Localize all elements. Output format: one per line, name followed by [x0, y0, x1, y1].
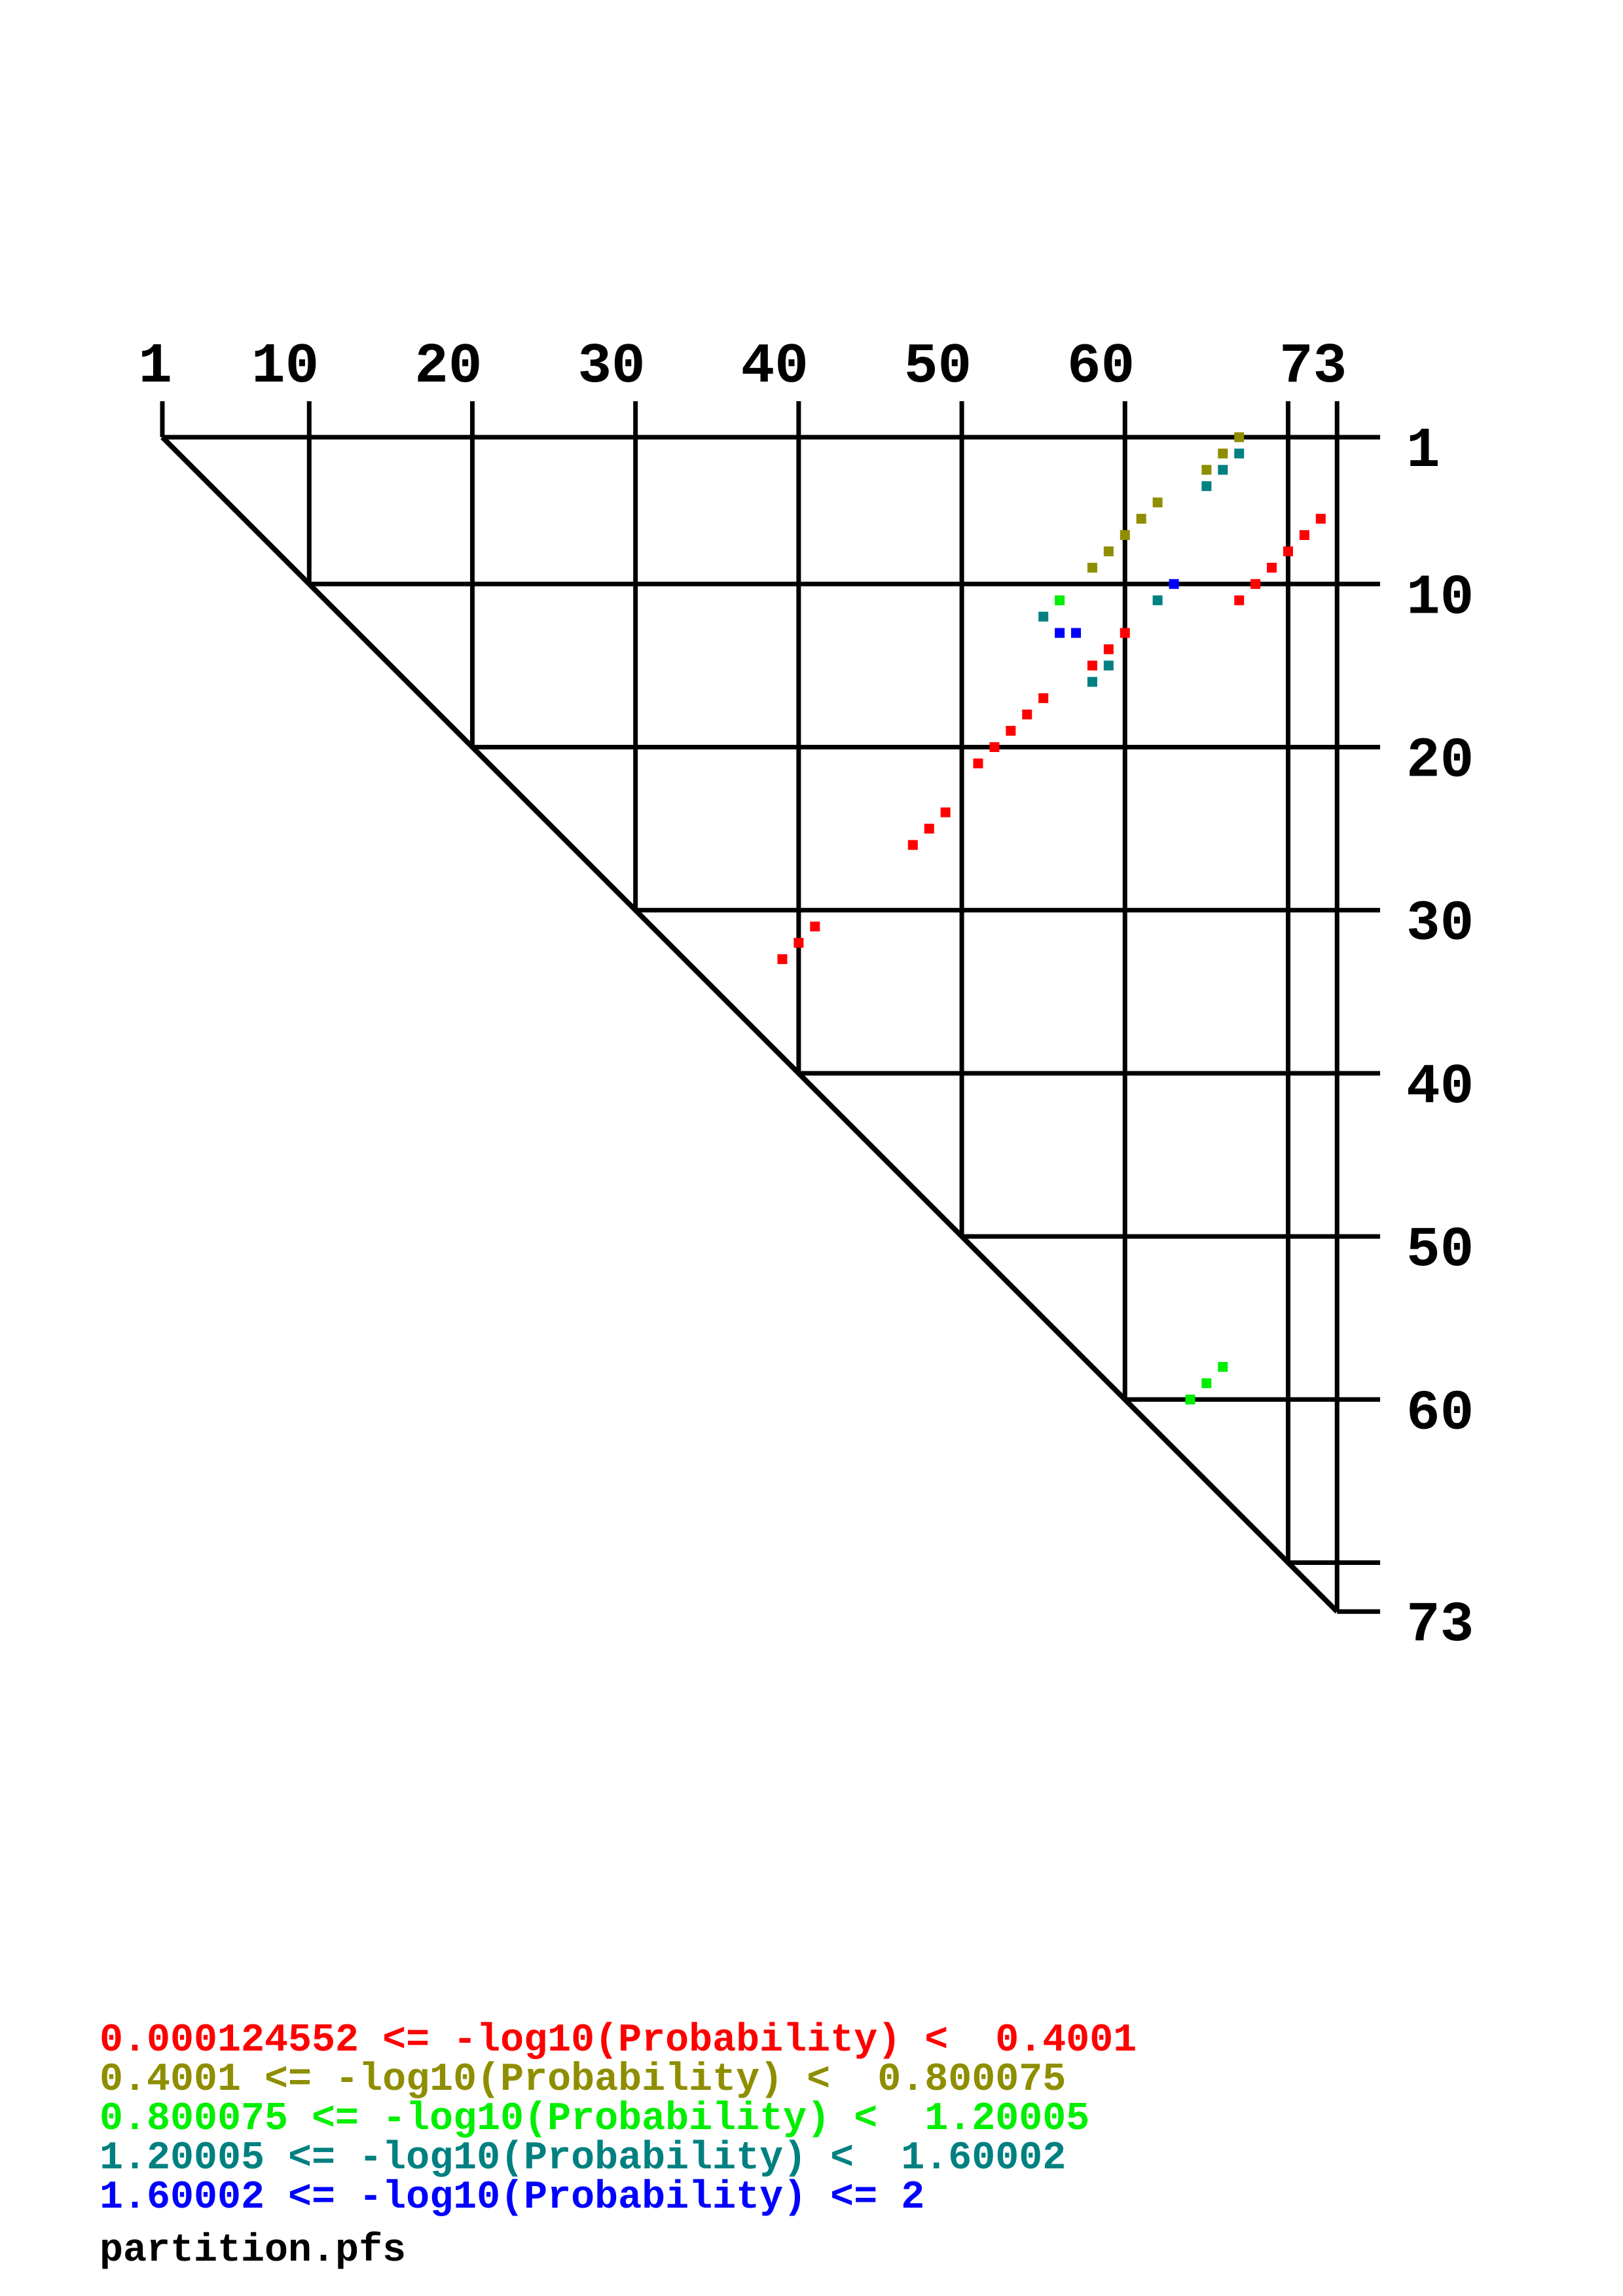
- data-point-series-1: [1283, 546, 1293, 556]
- data-point-series-2: [1152, 497, 1163, 508]
- data-point-series-1: [1120, 628, 1130, 638]
- data-point-series-1: [1267, 562, 1277, 573]
- data-point-series-1: [1299, 530, 1309, 541]
- data-point-series-5: [1169, 579, 1179, 589]
- y-axis-label-50: 50: [1406, 1218, 1474, 1282]
- data-point-series-1: [777, 954, 788, 964]
- y-axis-label-20: 20: [1406, 728, 1474, 793]
- legend-entry-3: 0.800075 <= -log10(Probability) < 1.2000…: [100, 2097, 1090, 2142]
- data-point-series-2: [1218, 448, 1228, 459]
- legend-entry-4: 1.20005 <= -log10(Probability) < 1.60002: [100, 2136, 1067, 2181]
- data-point-series-3: [1185, 1394, 1195, 1405]
- data-point-series-1: [1038, 693, 1049, 704]
- data-point-series-1: [1315, 514, 1326, 524]
- data-point-series-1: [810, 922, 820, 932]
- data-point-series-3: [1218, 1361, 1228, 1372]
- data-point-series-4: [1234, 448, 1245, 459]
- data-point-series-2: [1234, 432, 1245, 442]
- y-axis-label-73: 73: [1406, 1593, 1474, 1657]
- data-point-series-1: [924, 823, 934, 834]
- legend-entry-2: 0.4001 <= -log10(Probability) < 0.800075: [100, 2058, 1067, 2102]
- data-point-series-2: [1120, 530, 1130, 541]
- y-axis-label-30: 30: [1406, 892, 1474, 956]
- x-axis-label-40: 40: [741, 334, 809, 399]
- x-axis-label-30: 30: [577, 334, 645, 399]
- data-point-series-1: [1103, 644, 1114, 655]
- data-point-series-4: [1201, 481, 1212, 492]
- file-label: partition.pfs: [100, 2229, 407, 2273]
- data-point-series-4: [1152, 595, 1163, 605]
- diagonal-line: [160, 435, 1340, 1614]
- data-point-series-1: [1234, 595, 1245, 605]
- data-point-series-1: [973, 758, 983, 768]
- data-point-series-2: [1201, 465, 1212, 475]
- data-point-series-4: [1087, 677, 1097, 687]
- data-point-series-5: [1055, 628, 1065, 638]
- data-point-series-2: [1103, 546, 1114, 556]
- x-axis-label-50: 50: [904, 334, 972, 399]
- data-point-series-1: [1250, 579, 1261, 589]
- data-point-series-1: [1006, 726, 1016, 736]
- data-point-series-2: [1136, 514, 1146, 524]
- legend: 0.000124552 <= -log10(Probability) < 0.4…: [100, 2021, 1137, 2217]
- data-point-series-3: [1055, 595, 1065, 605]
- x-axis-label-73: 73: [1279, 334, 1347, 399]
- data-point-series-4: [1038, 611, 1049, 622]
- y-axis-label-1: 1: [1406, 419, 1440, 483]
- data-point-series-2: [1087, 562, 1097, 573]
- data-point-series-1: [989, 742, 1000, 752]
- y-axis-label-60: 60: [1406, 1381, 1474, 1445]
- x-axis-label-1: 1: [138, 334, 172, 399]
- data-point-series-1: [907, 840, 918, 850]
- data-point-series-5: [1071, 628, 1082, 638]
- data-point-series-1: [793, 938, 804, 948]
- data-point-series-3: [1201, 1378, 1212, 1388]
- legend-entry-1: 0.000124552 <= -log10(Probability) < 0.4…: [100, 2018, 1137, 2063]
- legend-entry-5: 1.60002 <= -log10(Probability) <= 2: [100, 2176, 925, 2220]
- data-point-series-4: [1103, 660, 1114, 671]
- y-axis-label-40: 40: [1406, 1055, 1474, 1119]
- y-axis-label-10: 10: [1406, 565, 1474, 630]
- data-point-series-1: [1022, 709, 1032, 720]
- data-point-series-4: [1218, 465, 1228, 475]
- x-axis-label-10: 10: [251, 334, 319, 399]
- data-point-series-1: [1087, 660, 1097, 671]
- x-axis-label-60: 60: [1067, 334, 1135, 399]
- x-axis-label-20: 20: [414, 334, 482, 399]
- data-point-series-1: [940, 807, 951, 817]
